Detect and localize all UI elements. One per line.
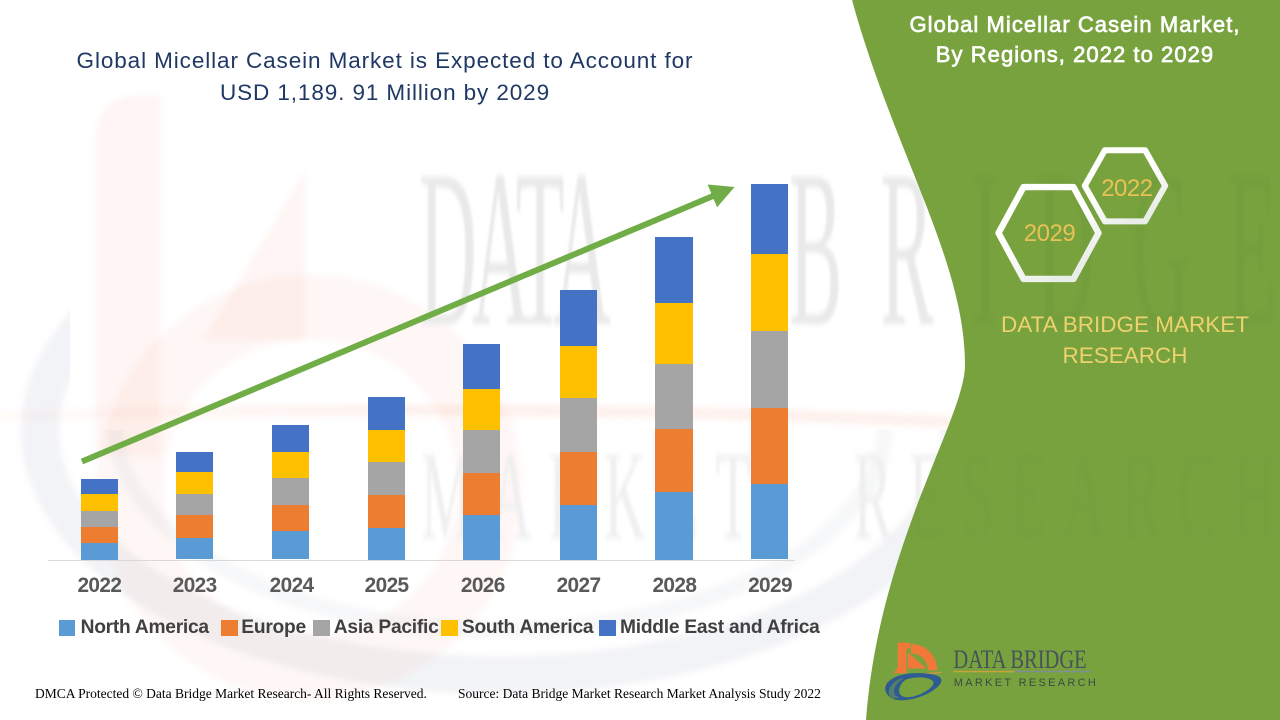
svg-text:2022: 2022 [1101, 175, 1153, 202]
svg-text:2029: 2029 [1024, 220, 1076, 247]
svg-text:MARKET RESEARCH: MARKET RESEARCH [954, 677, 1098, 689]
svg-text:DATA BRIDGE: DATA BRIDGE [953, 645, 1086, 674]
